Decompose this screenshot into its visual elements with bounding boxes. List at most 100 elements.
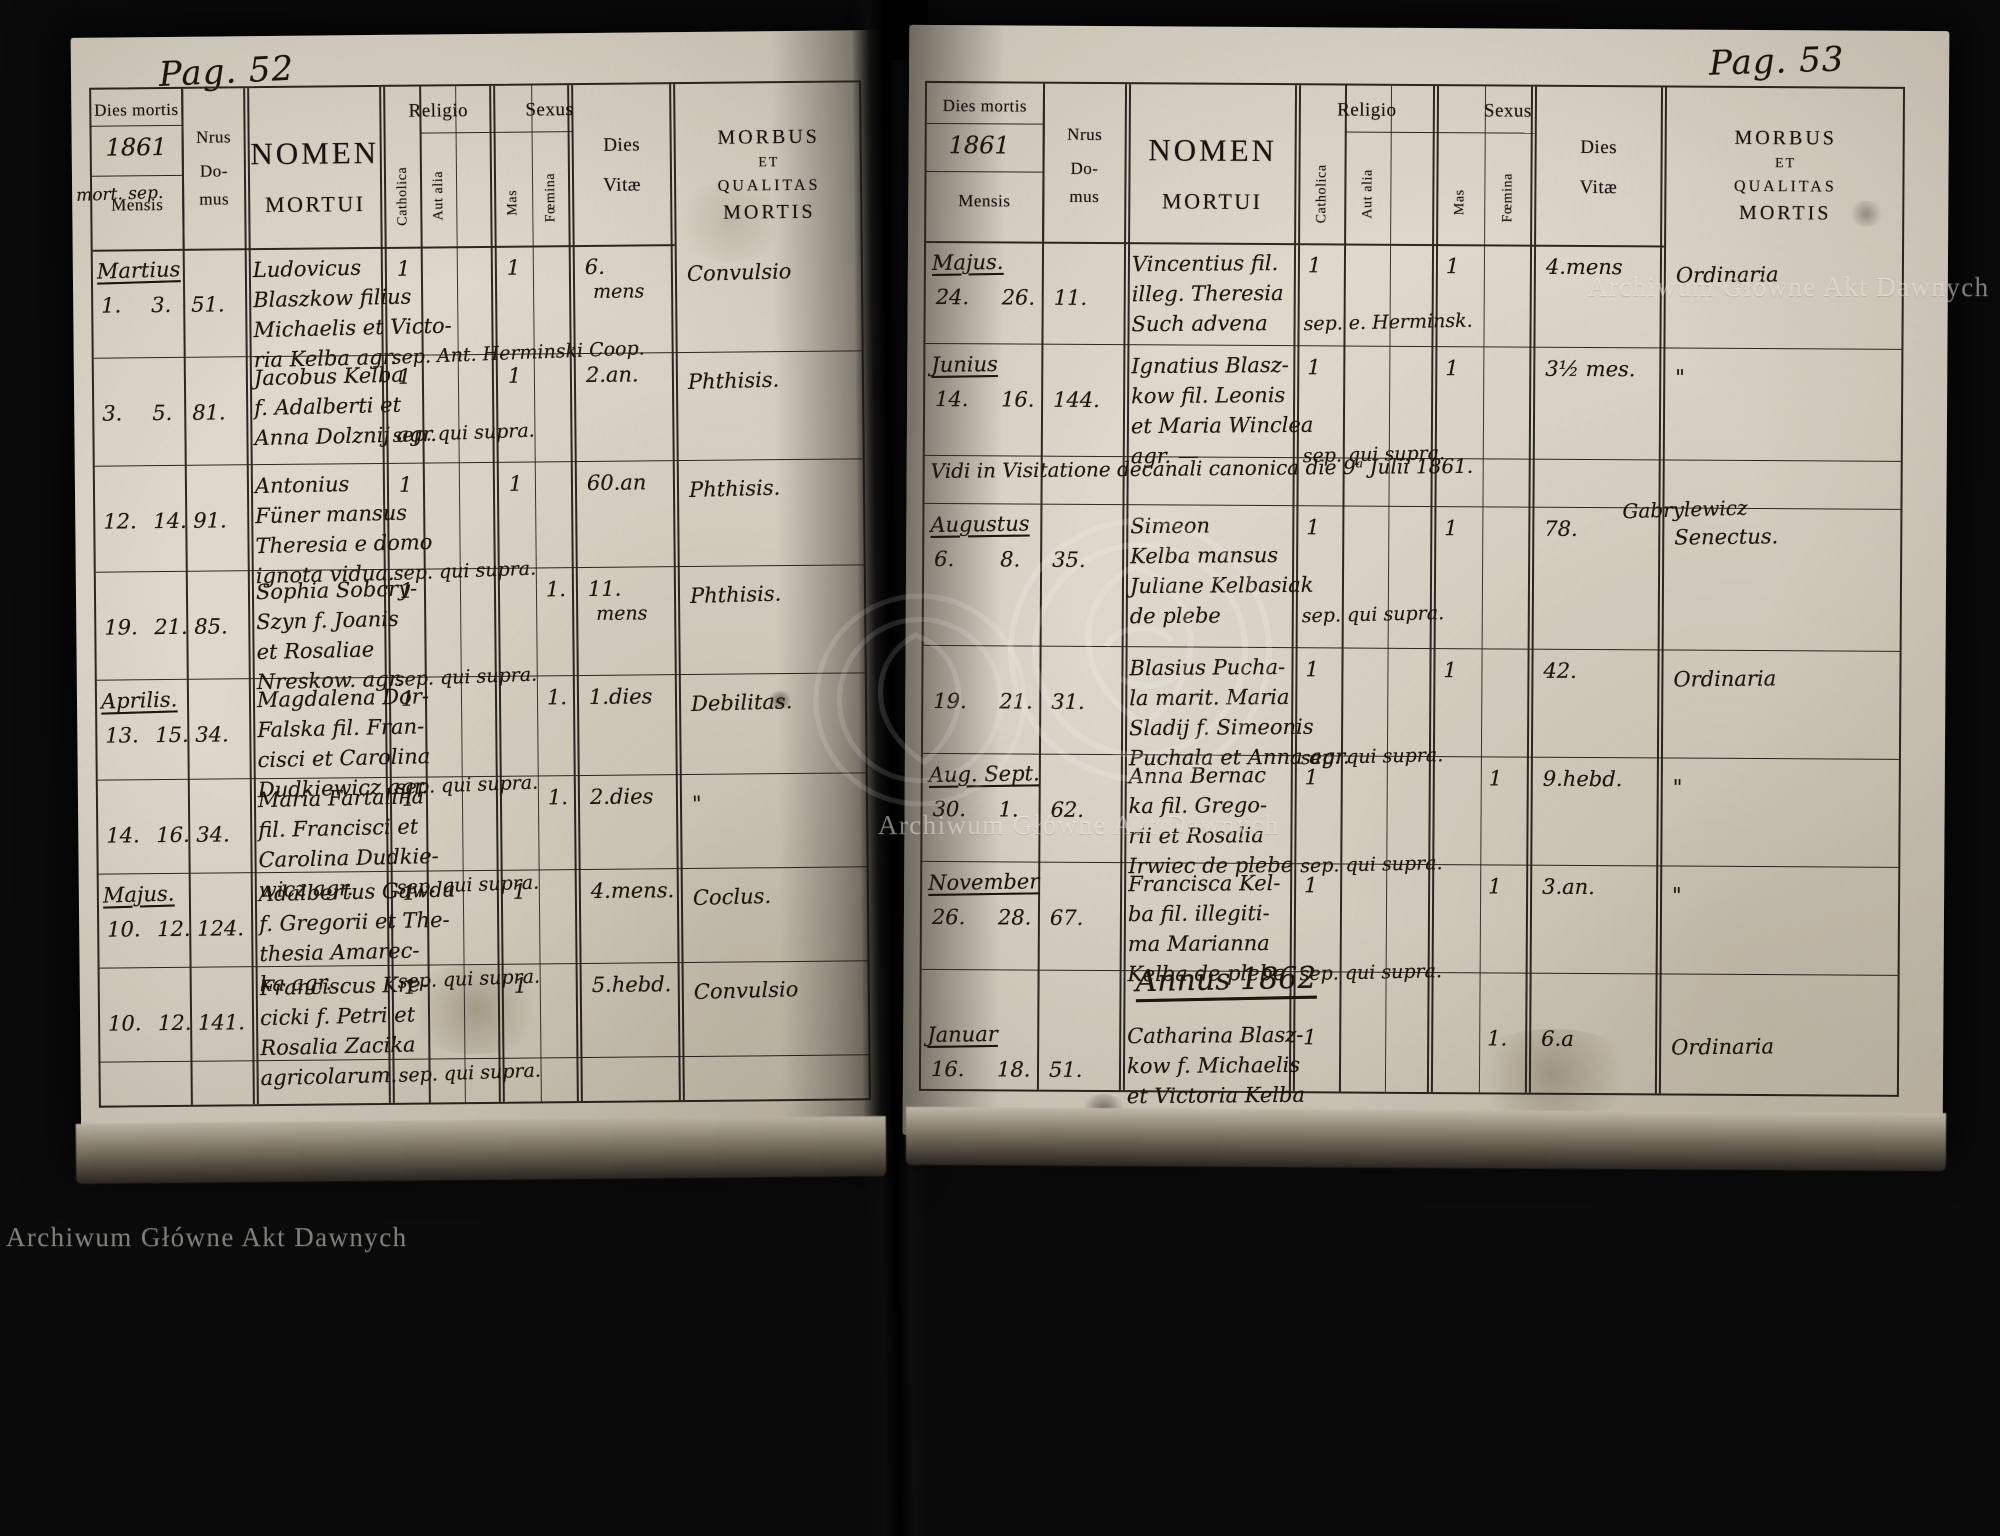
entry-house-number: 67. xyxy=(1049,905,1084,930)
entry-religion-catholica: 1 xyxy=(403,974,418,999)
entry-sex-male: 1 xyxy=(1445,254,1460,279)
entry-cause-of-death: Coclus. xyxy=(692,883,772,910)
entry-month: Januar xyxy=(927,1021,998,1047)
entry-day-of-death: 26. xyxy=(931,904,966,930)
entry-day-of-death: 12. xyxy=(103,509,137,534)
entry-cause-of-death: Debilitas. xyxy=(690,689,793,716)
entry-house-number: 51. xyxy=(1048,1057,1083,1082)
entry-religion-catholica: 1 xyxy=(396,256,411,281)
entry-sex-male: 1 xyxy=(512,879,527,904)
entry-burial-note: sep. qui supra. xyxy=(392,419,536,447)
entry-religion-catholica: 1 xyxy=(401,786,416,811)
entry-day-of-burial: 15. xyxy=(155,722,189,748)
entry-name-line: kow fil. Leonis xyxy=(1131,382,1286,409)
visitation-signature: Gabrylewicz xyxy=(1622,495,1748,524)
entry-cause-of-death: Ordinaria xyxy=(1671,1034,1775,1060)
entry-sex-female: 1. xyxy=(545,577,567,602)
entry-cause-of-death: " xyxy=(1672,775,1683,800)
entry-month: Aprilis. xyxy=(100,687,178,714)
entry-day-of-burial: 18. xyxy=(996,1057,1031,1082)
entry-name-line: Sophia Sobcry- xyxy=(255,576,418,605)
left-entries-layer: Martius 1. 3. 51. Ludovicus Blaszkow filius Mi… xyxy=(71,30,892,1158)
entry-cause-of-death: Ordinaria xyxy=(1673,666,1777,692)
entry-day-of-death: 1. xyxy=(101,293,122,318)
entry-name-line: Anna Bernac xyxy=(1128,763,1267,789)
entry-day-of-burial: 8. xyxy=(1000,547,1021,572)
entry-house-number: 11. xyxy=(1053,285,1088,310)
entry-age: 4.mens. xyxy=(590,878,675,903)
entry-burial-note: sep. qui supra. xyxy=(1300,744,1444,770)
entry-name-line: et Rosaliae xyxy=(256,637,375,665)
entry-religion-catholica: 1 xyxy=(1303,1025,1317,1050)
entry-sex-female: 1. xyxy=(547,785,569,810)
entry-sex-male: 1 xyxy=(507,363,522,388)
entry-day-of-death: 10. xyxy=(107,917,141,942)
entry-religion-catholica: 1 xyxy=(402,880,417,905)
entry-age: 1.dies xyxy=(588,684,653,709)
entry-name-line: Blasius Pucha- xyxy=(1129,654,1286,681)
entry-name-line: Falska fil. Fran- xyxy=(257,714,425,743)
entry-name-line: et Victoria Kelba xyxy=(1126,1082,1306,1109)
entry-name-line: Michaelis et Victo- xyxy=(253,313,453,343)
entry-sex-male: 1 xyxy=(1444,516,1458,541)
entry-age-unit: mens xyxy=(592,280,645,303)
entry-age: 60.an xyxy=(586,470,647,495)
entry-sex-male: 1 xyxy=(508,471,523,496)
entry-name-line: f. Gregorii et The- xyxy=(258,907,450,937)
entry-house-number: 51. xyxy=(191,292,225,317)
entry-day-of-burial: 12. xyxy=(157,916,191,942)
entry-day-of-death: 14. xyxy=(935,386,969,412)
entry-house-number: 62. xyxy=(1050,797,1085,822)
entry-sex-male: 1 xyxy=(1445,356,1459,381)
entry-age: 2.dies xyxy=(589,784,654,809)
entry-religion-catholica: 1 xyxy=(398,472,413,497)
entry-religion-catholica: 1 xyxy=(399,578,414,603)
entry-month: Majus. xyxy=(102,881,175,908)
entry-cause-of-death: Phthisis. xyxy=(689,581,782,608)
entry-age-unit: mens xyxy=(596,602,648,625)
entry-day-of-death: 30. xyxy=(932,796,967,822)
entry-day-of-burial: 3. xyxy=(151,292,172,318)
entry-month: Martius xyxy=(96,257,181,284)
entry-day-of-burial: 12. xyxy=(157,1010,192,1036)
entry-religion-catholica: 1 xyxy=(400,686,415,711)
entry-cause-of-death: Ordinaria xyxy=(1675,262,1779,288)
entry-name-line: Such advena xyxy=(1131,311,1268,337)
entry-cause-of-death: Phthisis. xyxy=(688,475,781,502)
entry-name-line: Carolina Dudkie- xyxy=(258,843,439,873)
entry-name-line: ma Marianna xyxy=(1127,931,1270,957)
entry-day-of-burial: 21. xyxy=(154,614,188,640)
watermark-text: Archiwum Główne Akt Dawnych xyxy=(6,1222,408,1252)
entry-age: 6.a xyxy=(1541,1026,1574,1051)
entry-month: Augustus xyxy=(930,511,1030,537)
entry-house-number: 91. xyxy=(193,508,227,533)
entry-month: Junius xyxy=(931,351,998,377)
entry-name-line: cicki f. Petri et xyxy=(259,1002,416,1031)
entry-sex-male: 1 xyxy=(513,973,528,998)
entry-month: Aug. Sept. xyxy=(928,761,1040,787)
entry-house-number: 34. xyxy=(196,822,230,847)
entry-sex-male: 1 xyxy=(506,255,521,280)
entry-age: 78. xyxy=(1544,516,1578,541)
entry-day-of-death: 14. xyxy=(106,823,140,848)
entry-name-line: kow f. Michaelis xyxy=(1126,1052,1301,1079)
entry-name-line: Kelba mansus xyxy=(1130,543,1279,569)
entry-day-of-burial: 14. xyxy=(153,508,187,534)
entry-age: 3½ mes. xyxy=(1545,356,1636,382)
entry-day-of-burial: 16. xyxy=(156,822,190,848)
entry-cause-of-death: " xyxy=(1671,883,1682,908)
entry-religion-catholica: 1 xyxy=(1307,253,1322,278)
entry-age: 6. xyxy=(584,254,606,279)
entry-burial-note: sep. qui supra. xyxy=(398,1059,542,1087)
entry-day-of-death: 19. xyxy=(104,615,138,640)
entry-house-number: 31. xyxy=(1051,689,1085,714)
entry-name-line: Sladij f. Simeonis xyxy=(1129,714,1314,741)
entry-name-line: cisci et Carolina xyxy=(257,744,431,773)
entry-sex-female: 1. xyxy=(1487,1026,1508,1051)
entry-name-line: Adalbertus Gawda xyxy=(258,877,456,907)
entry-name-line: Rosalia Zacika xyxy=(260,1032,416,1061)
entry-age: 2.an. xyxy=(585,362,639,387)
entry-day-of-burial: 21. xyxy=(999,689,1033,714)
entry-house-number: 81. xyxy=(192,400,226,425)
